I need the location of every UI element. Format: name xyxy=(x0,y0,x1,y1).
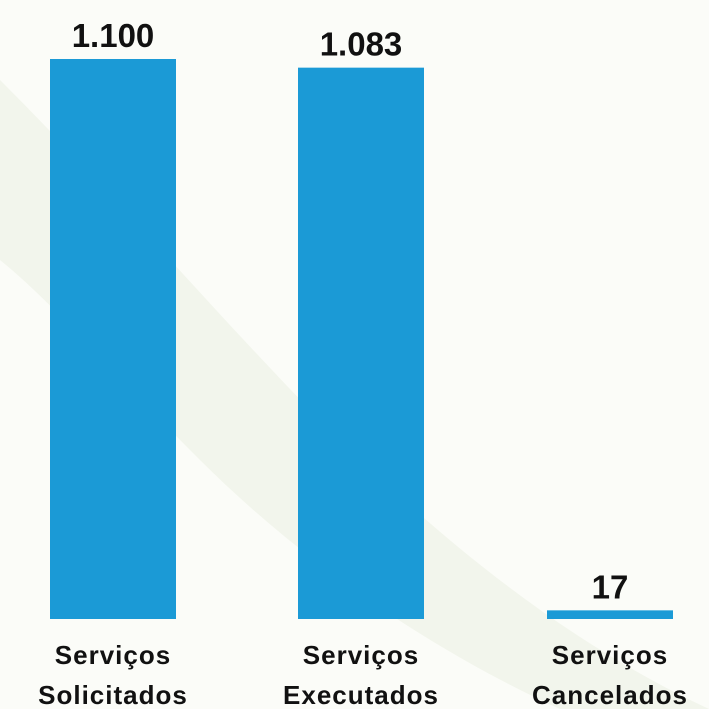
category-label-2-line-1: Serviços xyxy=(303,640,419,670)
value-labels-group: 1.100 1.083 17 xyxy=(72,17,629,605)
category-label-2-line-2: Executados xyxy=(283,680,439,709)
category-label-3-line-1: Serviços xyxy=(552,640,668,670)
value-label-3: 17 xyxy=(592,568,629,605)
category-label-1-line-1: Serviços xyxy=(55,640,171,670)
category-label-1-line-2: Solicitados xyxy=(38,680,188,709)
value-label-1: 1.100 xyxy=(72,17,155,54)
bar-1 xyxy=(50,59,176,619)
category-label-3-line-2: Cancelados xyxy=(532,680,688,709)
bar-3 xyxy=(547,610,673,619)
category-labels-group: Serviços Solicitados Serviços Executados Ser… xyxy=(38,640,688,709)
value-label-2: 1.083 xyxy=(320,26,403,63)
bar-2 xyxy=(298,67,424,620)
bars-group xyxy=(50,59,673,620)
